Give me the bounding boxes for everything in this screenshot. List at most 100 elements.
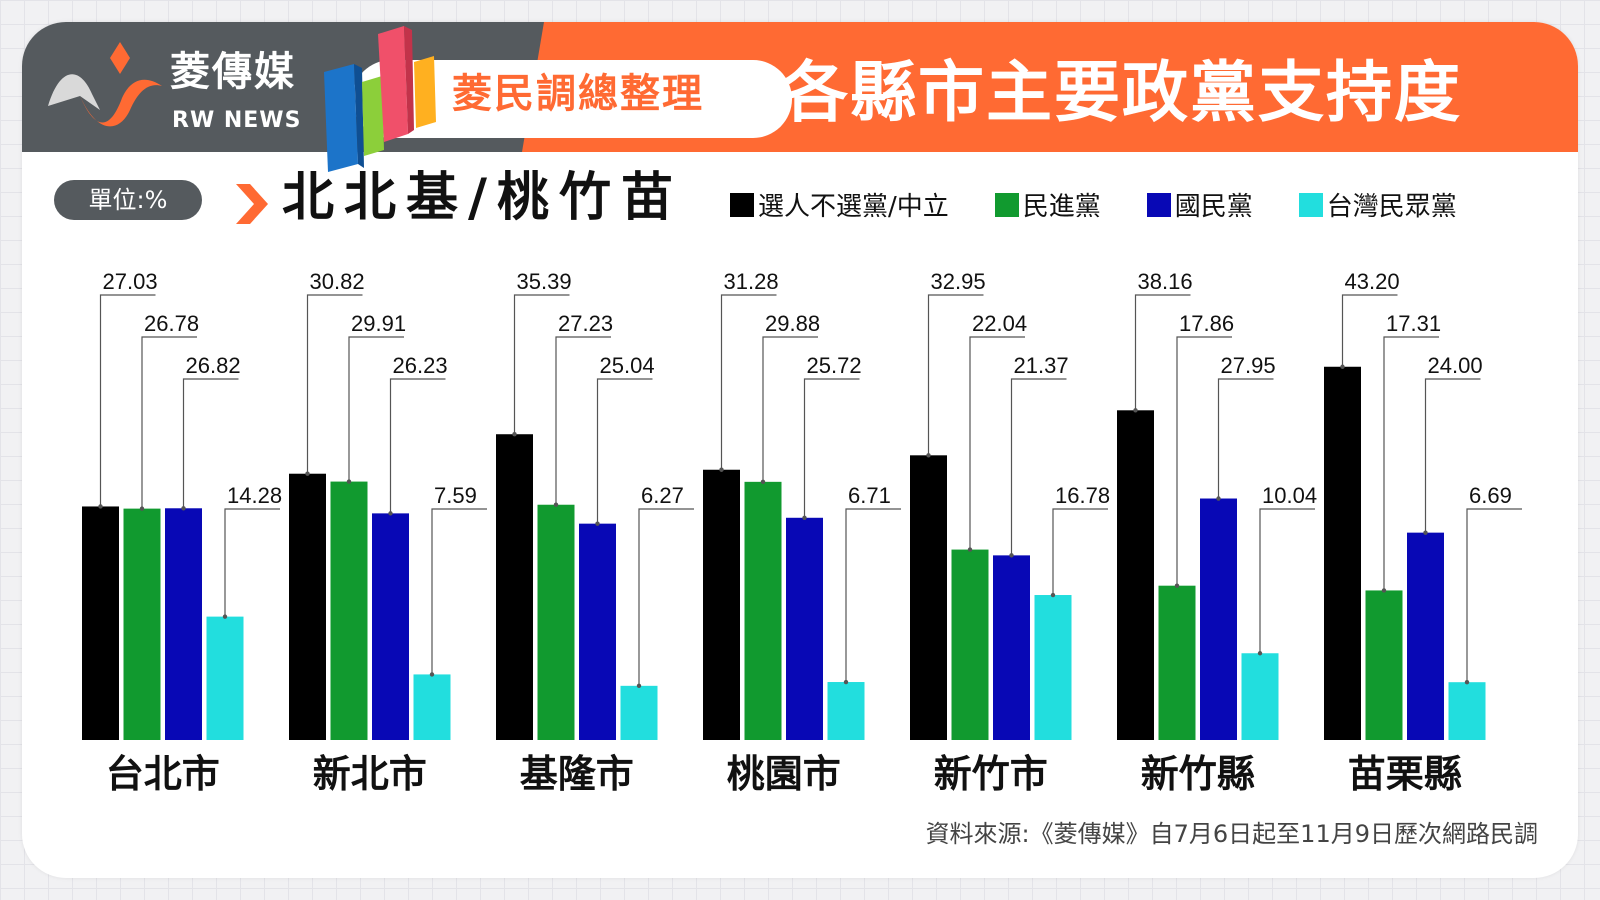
category-label: 台北市 bbox=[106, 752, 220, 796]
bar bbox=[165, 508, 202, 740]
bar bbox=[620, 685, 658, 740]
data-label: 24.00 bbox=[1428, 353, 1483, 378]
data-label-leader bbox=[1383, 336, 1439, 591]
data-point-marker bbox=[1340, 364, 1345, 369]
bar bbox=[372, 513, 409, 740]
data-label-leader bbox=[306, 294, 363, 474]
bar bbox=[1241, 653, 1279, 740]
bar bbox=[537, 504, 575, 740]
data-point-marker bbox=[346, 479, 352, 484]
bar bbox=[330, 481, 368, 740]
data-point-marker bbox=[305, 471, 310, 476]
data-label: 30.82 bbox=[310, 269, 365, 294]
bar bbox=[993, 555, 1030, 740]
data-point-marker bbox=[843, 679, 849, 685]
data-label-leader bbox=[1176, 336, 1232, 586]
data-label-leader bbox=[1259, 508, 1315, 654]
chart-subtitle: 北北基/桃竹苗 bbox=[282, 168, 683, 228]
data-label-leader bbox=[1217, 378, 1274, 499]
data-point-marker bbox=[1216, 496, 1221, 501]
header-pill-label: 菱民調總整理 bbox=[452, 71, 704, 117]
data-point-marker bbox=[1050, 592, 1056, 598]
category-label: 基隆市 bbox=[520, 752, 634, 796]
data-point-marker bbox=[1464, 679, 1470, 685]
data-point-marker bbox=[1257, 651, 1263, 656]
category-label: 新竹市 bbox=[934, 752, 1048, 796]
bar bbox=[703, 469, 740, 740]
brand-name-en: RW NEWS bbox=[172, 108, 302, 133]
category-label: 苗栗縣 bbox=[1348, 752, 1462, 796]
legend-swatch bbox=[1298, 192, 1323, 217]
data-point-marker bbox=[222, 614, 228, 619]
data-label: 14.28 bbox=[227, 483, 282, 508]
bar-chart-icon bbox=[324, 26, 436, 172]
data-label-leader bbox=[596, 378, 653, 524]
bar bbox=[1034, 595, 1072, 740]
source-note: 資料來源:《菱傳媒》自7月6日起至11月9日歷次網路民調 bbox=[925, 820, 1538, 848]
bar bbox=[1448, 682, 1486, 740]
bar bbox=[1117, 410, 1154, 740]
page-title: 各縣市主要政黨支持度 bbox=[782, 54, 1462, 131]
chevron-right-icon bbox=[236, 184, 268, 224]
data-point-marker bbox=[1009, 553, 1014, 558]
data-label: 27.03 bbox=[103, 269, 158, 294]
bar bbox=[1324, 366, 1361, 740]
data-label-leader bbox=[1341, 294, 1398, 367]
data-label: 22.04 bbox=[972, 311, 1027, 336]
bar bbox=[579, 523, 616, 740]
data-label-leader bbox=[555, 336, 611, 505]
category-label: 新竹縣 bbox=[1141, 752, 1255, 796]
data-label-leader bbox=[141, 336, 197, 509]
data-label: 43.20 bbox=[1345, 269, 1400, 294]
legend-item: 台灣民眾黨 bbox=[1298, 186, 1457, 223]
data-point-marker bbox=[595, 521, 600, 526]
data-label-leader bbox=[1010, 378, 1067, 556]
data-label-leader bbox=[348, 336, 404, 482]
data-point-marker bbox=[98, 504, 103, 509]
data-point-marker bbox=[926, 453, 931, 458]
data-point-marker bbox=[388, 511, 393, 516]
bar bbox=[951, 549, 989, 740]
data-label-leader bbox=[513, 294, 570, 435]
legend-label: 選人不選黨/中立 bbox=[758, 192, 949, 222]
data-label-leader bbox=[389, 378, 446, 514]
data-point-marker bbox=[1381, 588, 1387, 593]
data-label: 38.16 bbox=[1138, 269, 1193, 294]
bar bbox=[413, 674, 451, 740]
bar-chart: 27.03 26.78 26.82 14.28 台北市 30.82 29.91 26.23 7.… bbox=[82, 269, 1522, 796]
data-label: 31.28 bbox=[724, 269, 779, 294]
legend-label: 台灣民眾黨 bbox=[1326, 192, 1457, 222]
data-label-leader bbox=[224, 508, 280, 617]
data-label: 10.04 bbox=[1262, 483, 1317, 508]
data-label-leader bbox=[927, 294, 984, 456]
category-label: 桃園市 bbox=[727, 752, 841, 796]
data-point-marker bbox=[1174, 583, 1180, 588]
data-label-leader bbox=[1134, 294, 1191, 411]
data-point-marker bbox=[719, 467, 724, 472]
data-point-marker bbox=[512, 432, 517, 437]
data-label: 29.88 bbox=[765, 311, 820, 336]
bar bbox=[496, 434, 533, 740]
data-label: 6.69 bbox=[1469, 483, 1512, 508]
data-point-marker bbox=[760, 479, 766, 485]
chart-legend: 選人不選黨/中立 民進黨 國民黨 台灣民眾黨 bbox=[730, 186, 1457, 223]
data-label-leader bbox=[845, 508, 901, 683]
data-point-marker bbox=[429, 672, 435, 677]
data-label: 35.39 bbox=[517, 269, 572, 294]
data-point-marker bbox=[802, 515, 807, 520]
data-label-leader bbox=[1052, 508, 1108, 596]
unit-badge: 單位:% bbox=[54, 180, 202, 220]
data-label-leader bbox=[99, 294, 156, 507]
data-label: 6.27 bbox=[641, 483, 684, 508]
legend-label: 民進黨 bbox=[1022, 192, 1101, 222]
bar bbox=[1200, 498, 1237, 740]
data-point-marker bbox=[636, 683, 642, 689]
data-label: 32.95 bbox=[931, 269, 986, 294]
legend-label: 國民黨 bbox=[1174, 192, 1253, 222]
data-point-marker bbox=[553, 502, 559, 507]
legend-swatch bbox=[1146, 192, 1171, 217]
bar bbox=[786, 517, 823, 740]
data-label-leader bbox=[762, 336, 818, 482]
data-label: 6.71 bbox=[848, 483, 891, 508]
data-label: 27.95 bbox=[1221, 353, 1276, 378]
